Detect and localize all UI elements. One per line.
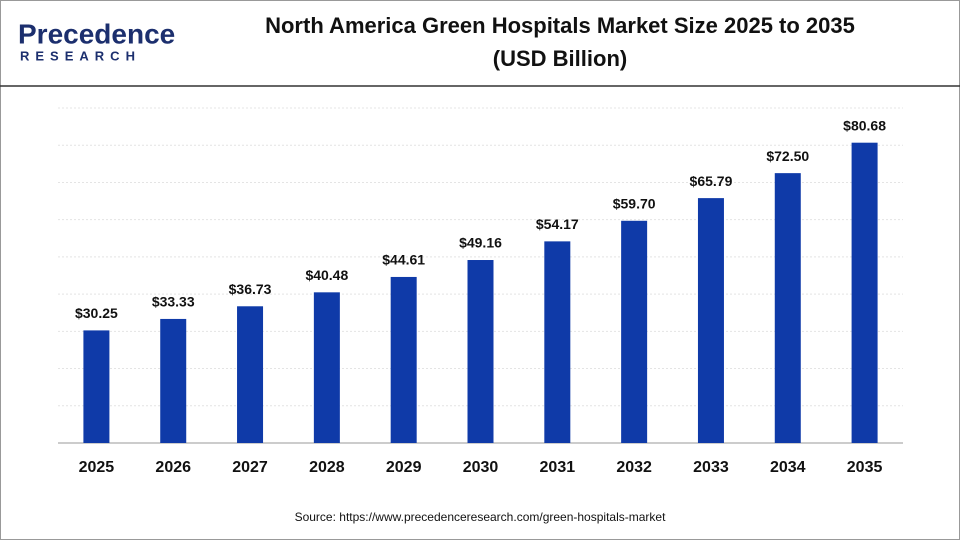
x-tick-label: 2025 — [79, 459, 115, 476]
bar — [621, 220, 648, 443]
x-tick-label: 2027 — [232, 459, 268, 476]
value-label: $36.73 — [229, 281, 272, 297]
bar — [390, 276, 417, 443]
logo: Precedence RESEARCH — [18, 18, 175, 63]
bar — [851, 142, 878, 444]
chart-title: North America Green Hospitals Market Siz… — [265, 13, 855, 38]
x-tick-label: 2029 — [386, 459, 422, 476]
x-tick-label: 2032 — [616, 459, 652, 476]
bar — [544, 241, 571, 443]
value-label: $40.48 — [305, 267, 348, 283]
bar — [467, 260, 494, 443]
bar — [160, 318, 187, 443]
value-label: $54.17 — [536, 216, 579, 232]
logo-tagline: RESEARCH — [20, 48, 141, 63]
x-tick-label: 2033 — [693, 459, 729, 476]
value-label: $33.33 — [152, 294, 195, 310]
chart-subtitle: (USD Billion) — [493, 46, 627, 71]
logo-name: Precedence — [18, 18, 175, 49]
value-label: $30.25 — [75, 305, 118, 321]
x-tick-label: 2030 — [463, 459, 499, 476]
x-tick-label: 2034 — [770, 459, 806, 476]
value-label: $80.68 — [843, 117, 886, 133]
x-tick-label: 2031 — [540, 459, 576, 476]
value-label: $72.50 — [766, 148, 809, 164]
bar — [313, 292, 340, 443]
value-label: $44.61 — [382, 252, 425, 268]
x-tick-label: 2026 — [155, 459, 191, 476]
value-label: $65.79 — [690, 173, 733, 189]
bar — [774, 173, 801, 443]
value-label: $59.70 — [613, 195, 656, 211]
value-label: $49.16 — [459, 235, 502, 251]
source: Source: https://www.precedenceresearch.c… — [295, 510, 667, 524]
x-tick-label: 2035 — [847, 459, 883, 476]
bar — [697, 198, 724, 443]
bar — [237, 306, 264, 443]
bar — [83, 330, 110, 443]
x-tick-label: 2028 — [309, 459, 345, 476]
